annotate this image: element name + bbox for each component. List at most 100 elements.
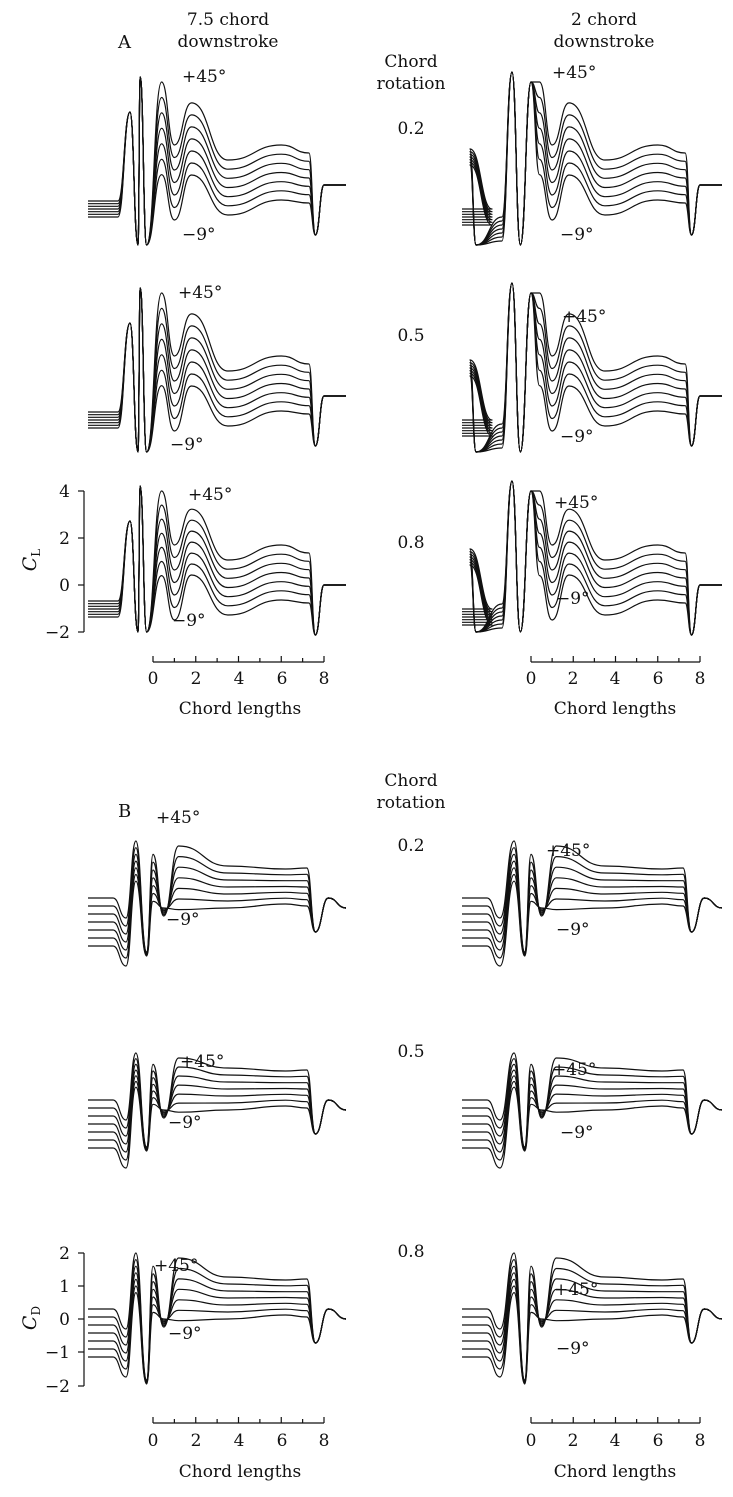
angle-label-low: −9°	[172, 611, 206, 631]
x-ticks	[173, 1417, 304, 1423]
angle-label-low: −9°	[182, 225, 216, 245]
rotation-header-a-2: rotation	[377, 74, 446, 94]
rotation-value: 0.8	[397, 1242, 424, 1262]
drag-trace	[462, 860, 723, 955]
x-axis-title: Chord lengths	[179, 1462, 301, 1482]
x-tick-label: 2	[191, 1431, 202, 1451]
x-tick-label: 8	[695, 1431, 706, 1451]
x-ticks	[551, 1417, 680, 1423]
x-tick-label: 4	[234, 669, 245, 689]
x-tick-label: 0	[526, 1431, 537, 1451]
rotation-value: 0.2	[397, 836, 424, 856]
x-axis-b-right: 0 2 4 6 8 Chord lengths	[526, 1417, 706, 1482]
drag-trace	[87, 1265, 347, 1382]
drag-trace	[462, 1086, 723, 1169]
col-left-title-2: downstroke	[178, 32, 279, 52]
x-axis-title: Chord lengths	[179, 699, 301, 719]
x-tick-label: 2	[568, 1431, 579, 1451]
x-tick-label: 2	[568, 669, 579, 689]
rotation-header-a-1: Chord	[384, 52, 437, 72]
x-axis-title: Chord lengths	[554, 699, 676, 719]
x-tick-label: 4	[234, 1431, 245, 1451]
drag-trace	[87, 1292, 347, 1385]
cd-y-axis: 2 1 0 −1 −2	[45, 1244, 85, 1397]
x-tick-label: 6	[277, 1431, 288, 1451]
angle-label-high: +45°	[154, 1256, 198, 1276]
drag-trace	[87, 1075, 347, 1153]
x-tick-label: 2	[191, 669, 202, 689]
cd-axis-title: CD	[19, 1306, 43, 1330]
rotation-value: 0.5	[397, 1042, 424, 1062]
angle-label-high: +45°	[180, 1052, 224, 1072]
y-tick-label: 1	[59, 1277, 70, 1297]
angle-label-high: +45°	[554, 1280, 598, 1300]
y-tick-label: 4	[59, 482, 70, 502]
drag-trace	[88, 1086, 347, 1169]
lift-trace	[88, 485, 346, 636]
x-tick-label: 8	[695, 669, 706, 689]
col-left-title-1: 7.5 chord	[187, 10, 269, 30]
drag-trace	[462, 840, 723, 953]
x-tick-label: 0	[148, 669, 159, 689]
x-tick-label: 6	[277, 669, 288, 689]
x-tick-label: 4	[610, 1431, 621, 1451]
angle-label-high: +45°	[546, 841, 590, 861]
angle-label-high: +45°	[156, 808, 200, 828]
lift-trace	[87, 485, 346, 636]
lift-trace	[462, 71, 722, 246]
drag-trace	[88, 880, 347, 967]
x-tick-label: 0	[148, 1431, 159, 1451]
lift-trace	[88, 287, 346, 453]
drag-trace	[88, 1259, 347, 1382]
rotation-value: 0.5	[397, 326, 424, 346]
angle-label-low: −9°	[166, 910, 200, 930]
angle-label-low: −9°	[170, 435, 204, 455]
lift-trace	[87, 287, 346, 453]
drag-trace	[462, 1080, 723, 1161]
drag-trace	[461, 853, 723, 954]
drag-trace	[462, 880, 723, 967]
drag-trace	[88, 840, 347, 953]
drag-trace	[461, 1292, 723, 1385]
lift-trace	[462, 71, 722, 246]
rotation-header-b-2: rotation	[377, 793, 446, 813]
rotation-value: 0.8	[397, 533, 424, 553]
lift-trace	[88, 76, 346, 246]
x-tick-label: 4	[610, 669, 621, 689]
lift-trace	[462, 71, 722, 246]
rotation-header-b-1: Chord	[384, 771, 437, 791]
x-ticks	[551, 656, 680, 662]
panel-b-label: B	[118, 801, 131, 822]
y-tick-label: 0	[59, 576, 70, 596]
angle-label-low: −9°	[556, 1339, 590, 1359]
lift-trace	[88, 287, 346, 453]
lift-trace	[88, 76, 346, 246]
lift-trace	[461, 282, 722, 453]
angle-label-high: +45°	[178, 283, 222, 303]
angle-label-low: −9°	[556, 920, 590, 940]
angle-label-low: −9°	[560, 427, 594, 447]
angle-label-high: +45°	[188, 485, 232, 505]
drag-trace	[87, 853, 347, 954]
y-tick-label: 2	[59, 1244, 70, 1264]
drag-trace	[88, 1080, 347, 1161]
drag-trace	[462, 1259, 723, 1382]
x-tick-label: 6	[653, 1431, 664, 1451]
y-tick-label: 0	[59, 1310, 70, 1330]
lift-trace	[461, 71, 722, 246]
angle-label-high: +45°	[182, 67, 226, 87]
x-axis-title: Chord lengths	[554, 1462, 676, 1482]
lift-trace	[88, 287, 346, 453]
angle-label-low: −9°	[168, 1324, 202, 1344]
x-axis-a-right: 0 2 4 6 8 Chord lengths	[526, 656, 706, 719]
angle-label-low: −9°	[560, 1123, 594, 1143]
lift-trace	[87, 287, 346, 453]
angle-label-high: +45°	[554, 493, 598, 513]
angle-label-high: +45°	[552, 1060, 596, 1080]
cl-axis-title: CL	[19, 549, 43, 572]
lift-trace	[462, 71, 722, 246]
lift-trace	[88, 287, 346, 453]
x-axis-b-left: 0 2 4 6 8 Chord lengths	[148, 1417, 329, 1482]
x-tick-label: 0	[526, 669, 537, 689]
